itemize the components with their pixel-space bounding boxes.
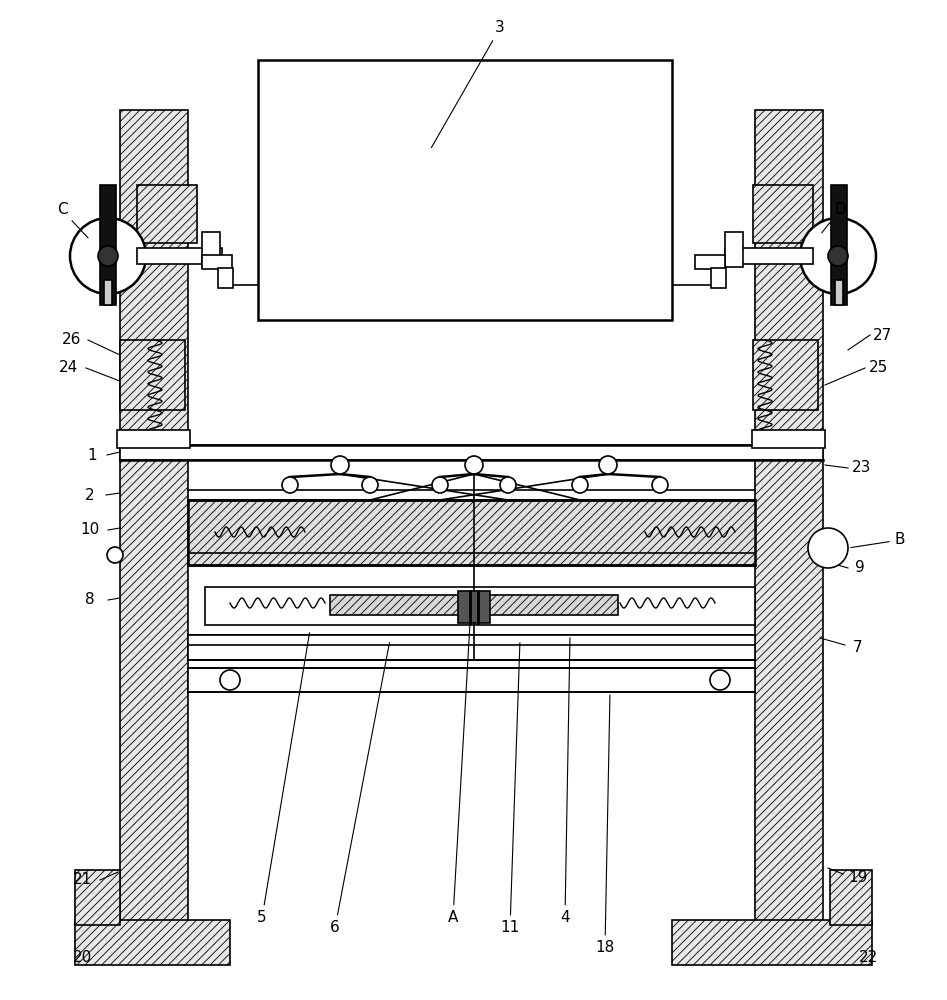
Bar (188, 500, 755, 565)
Bar (75, 870, 120, 925)
Bar (137, 248, 222, 264)
Text: 6: 6 (331, 643, 389, 936)
Bar (100, 185, 116, 305)
Circle shape (572, 477, 588, 493)
Bar (117, 430, 190, 448)
Text: 8: 8 (85, 592, 95, 607)
Bar (831, 185, 847, 305)
Text: 23: 23 (852, 460, 871, 476)
Text: 11: 11 (500, 643, 520, 936)
Text: B: B (850, 532, 905, 548)
Text: 9: 9 (855, 560, 865, 576)
Text: 4: 4 (561, 638, 570, 926)
Circle shape (599, 456, 617, 474)
Circle shape (331, 456, 349, 474)
Text: 5: 5 (258, 633, 310, 926)
Text: 25: 25 (868, 360, 887, 375)
Bar (120, 110, 188, 960)
Bar (188, 635, 755, 645)
Circle shape (710, 670, 730, 690)
Text: 18: 18 (596, 695, 615, 956)
Bar (120, 340, 185, 410)
Text: 26: 26 (63, 332, 81, 348)
Bar (218, 268, 233, 288)
Text: D: D (822, 202, 846, 233)
Circle shape (107, 547, 123, 563)
Bar (835, 280, 843, 305)
Circle shape (362, 477, 378, 493)
Bar (830, 870, 872, 925)
Bar (752, 430, 825, 448)
Bar (330, 595, 618, 615)
Bar (711, 268, 726, 288)
Text: 21: 21 (72, 872, 92, 888)
Circle shape (70, 218, 146, 294)
Bar (753, 340, 818, 410)
Bar (672, 920, 872, 965)
Bar (458, 591, 490, 623)
Circle shape (808, 528, 848, 568)
Bar (188, 635, 755, 660)
Bar (202, 255, 232, 269)
Bar (104, 280, 112, 305)
Text: 22: 22 (858, 950, 878, 966)
Bar (725, 232, 743, 267)
Bar (120, 445, 823, 460)
Circle shape (500, 477, 516, 493)
Text: C: C (57, 202, 88, 238)
Bar (753, 185, 813, 243)
Text: 10: 10 (80, 522, 99, 538)
Circle shape (828, 246, 848, 266)
Bar (695, 255, 725, 269)
Text: 1: 1 (87, 448, 97, 462)
Text: A: A (448, 626, 470, 926)
Text: 27: 27 (872, 328, 892, 342)
Text: 3: 3 (432, 20, 505, 148)
Circle shape (98, 246, 118, 266)
Text: 24: 24 (59, 360, 78, 375)
Circle shape (800, 218, 876, 294)
Bar (725, 248, 813, 264)
Circle shape (432, 477, 448, 493)
Bar (755, 110, 823, 960)
Circle shape (465, 456, 483, 474)
Circle shape (282, 477, 298, 493)
Bar (202, 232, 220, 267)
Bar (188, 668, 755, 692)
Bar (75, 920, 230, 965)
Text: 7: 7 (853, 641, 863, 656)
Text: 19: 19 (849, 870, 867, 886)
Circle shape (652, 477, 668, 493)
Text: 2: 2 (85, 488, 95, 502)
Bar (258, 60, 672, 320)
Circle shape (220, 670, 240, 690)
Text: 20: 20 (72, 950, 92, 966)
Bar (137, 185, 197, 243)
Bar (205, 587, 755, 625)
